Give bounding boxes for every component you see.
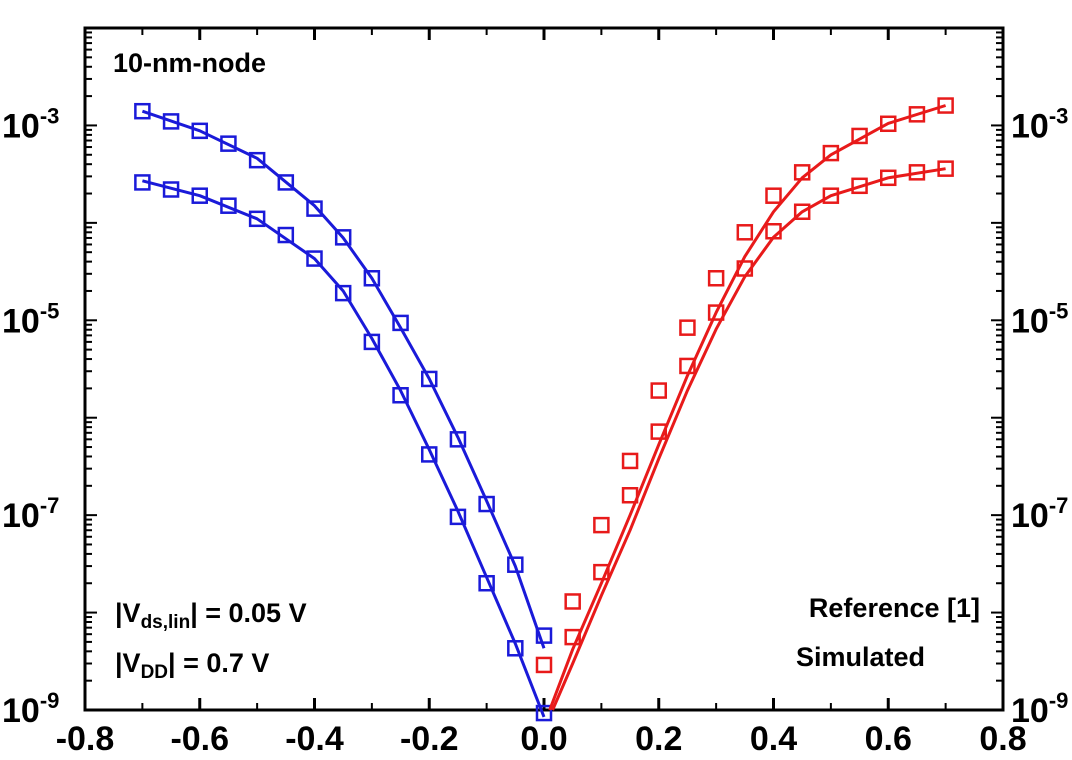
data-point: [679, 319, 696, 336]
legend-entry-reference: Reference [1]: [809, 593, 980, 623]
data-point: [880, 115, 897, 133]
data-point: [822, 144, 840, 162]
y-axis-left-ticks: 10-310-510-710-9: [2, 103, 59, 730]
x-axis-ticks: -0.8 -0.6 -0.4 -0.2 0.0 0.2 0.4 0.6 0.8: [56, 28, 1027, 758]
x-tick-label: 0.4: [750, 720, 797, 758]
data-point: [334, 284, 352, 302]
data-point: [822, 187, 840, 204]
data-point: [593, 563, 610, 581]
x-tick-label: -0.6: [170, 720, 229, 758]
vds-lin-sub: ds,lin: [141, 612, 191, 633]
legend-entry-simulated: Simulated: [796, 642, 925, 672]
x-tick-label: 0.6: [865, 720, 912, 758]
data-point: [162, 113, 180, 130]
series-line: [551, 167, 946, 711]
data-point: [248, 151, 266, 169]
series-line: [548, 104, 947, 711]
data-point: [334, 229, 352, 246]
x-tick-label: -0.4: [285, 720, 344, 758]
x-tick-label: 0.0: [520, 720, 567, 758]
vds-lin-suffix: | = 0.05 V: [190, 598, 306, 628]
data-point: [736, 224, 754, 241]
series-line: [142, 179, 546, 718]
series-line: [141, 109, 546, 649]
data-point: [908, 106, 926, 123]
data-point: [937, 97, 954, 114]
vds-lin-label: |Vds,lin| = 0.05 V: [115, 598, 307, 633]
data-point: [363, 333, 381, 351]
vdd-label: |VDD| = 0.7 V: [115, 648, 269, 683]
plot-area: [83, 26, 1005, 712]
x-tick-label: 0.2: [635, 720, 682, 758]
data-point: [707, 270, 725, 287]
y-tick-label-right: 10-5: [1011, 298, 1068, 340]
y-tick-label-right-base: 10: [1011, 302, 1049, 340]
y-axis-minor-ticks: [85, 31, 1003, 711]
data-point: [564, 593, 581, 610]
y-tick-label: 10-3: [2, 103, 59, 145]
y-tick-label-right-exponent: -9: [1049, 688, 1069, 713]
data-point: [564, 628, 581, 646]
y-tick-label-right-exponent: -7: [1049, 493, 1069, 518]
node-label: 10-nm-node: [113, 48, 266, 78]
y-tick-label: 10-7: [2, 493, 59, 535]
y-tick-label-base: 10: [2, 302, 40, 340]
y-tick-label-right: 10-3: [1011, 103, 1068, 145]
y-tick-label-base: 10: [2, 497, 40, 535]
y-tick-label-right: 10-9: [1011, 688, 1068, 730]
y-tick-label-base: 10: [2, 692, 40, 730]
y-tick-label-right-exponent: -3: [1049, 103, 1069, 128]
data-point: [421, 370, 438, 388]
y-tick-label-exponent: -3: [40, 103, 60, 128]
data-point: [134, 102, 151, 120]
y-tick-label-exponent: -7: [40, 493, 60, 518]
y-tick-label-base: 10: [2, 107, 40, 145]
data-point: [220, 135, 237, 152]
data-point: [535, 627, 553, 644]
y-tick-label: 10-5: [2, 298, 59, 340]
y-tick-label: 10-9: [2, 688, 59, 730]
data-point: [707, 304, 725, 321]
vds-lin-prefix: |V: [115, 598, 141, 628]
data-point: [621, 452, 639, 470]
data-point: [507, 556, 524, 573]
x-tick-label: -0.2: [400, 720, 459, 758]
data-point: [593, 516, 610, 534]
series-layer: [134, 97, 954, 722]
data-point: [248, 210, 266, 228]
vdd-sub: DD: [141, 662, 168, 683]
data-point: [650, 382, 667, 399]
data-point: [306, 200, 323, 217]
data-point: [765, 187, 782, 204]
y-tick-label-right-base: 10: [1011, 497, 1049, 535]
data-point: [306, 250, 323, 267]
data-point: [277, 174, 295, 191]
data-point: [478, 495, 495, 513]
data-point: [363, 270, 381, 287]
y-tick-label-right-base: 10: [1011, 107, 1049, 145]
vdd-suffix: | = 0.7 V: [168, 648, 269, 678]
x-tick-label: 0.8: [979, 720, 1026, 758]
y-tick-label-exponent: -5: [40, 298, 60, 323]
y-tick-label-right: 10-7: [1011, 493, 1068, 535]
x-tick-label: -0.8: [56, 720, 115, 758]
vdd-prefix: |V: [115, 648, 141, 678]
data-point: [191, 187, 208, 204]
y-tick-label-right-exponent: -5: [1049, 298, 1069, 323]
data-point: [449, 431, 467, 448]
y-tick-label-exponent: -9: [40, 688, 60, 713]
data-point: [535, 656, 553, 674]
data-point: [793, 203, 811, 221]
data-point: [535, 704, 553, 722]
y-tick-label-right-base: 10: [1011, 692, 1049, 730]
y-axis-right-ticks: 10-310-510-710-9: [1011, 103, 1068, 730]
data-point: [191, 122, 208, 140]
